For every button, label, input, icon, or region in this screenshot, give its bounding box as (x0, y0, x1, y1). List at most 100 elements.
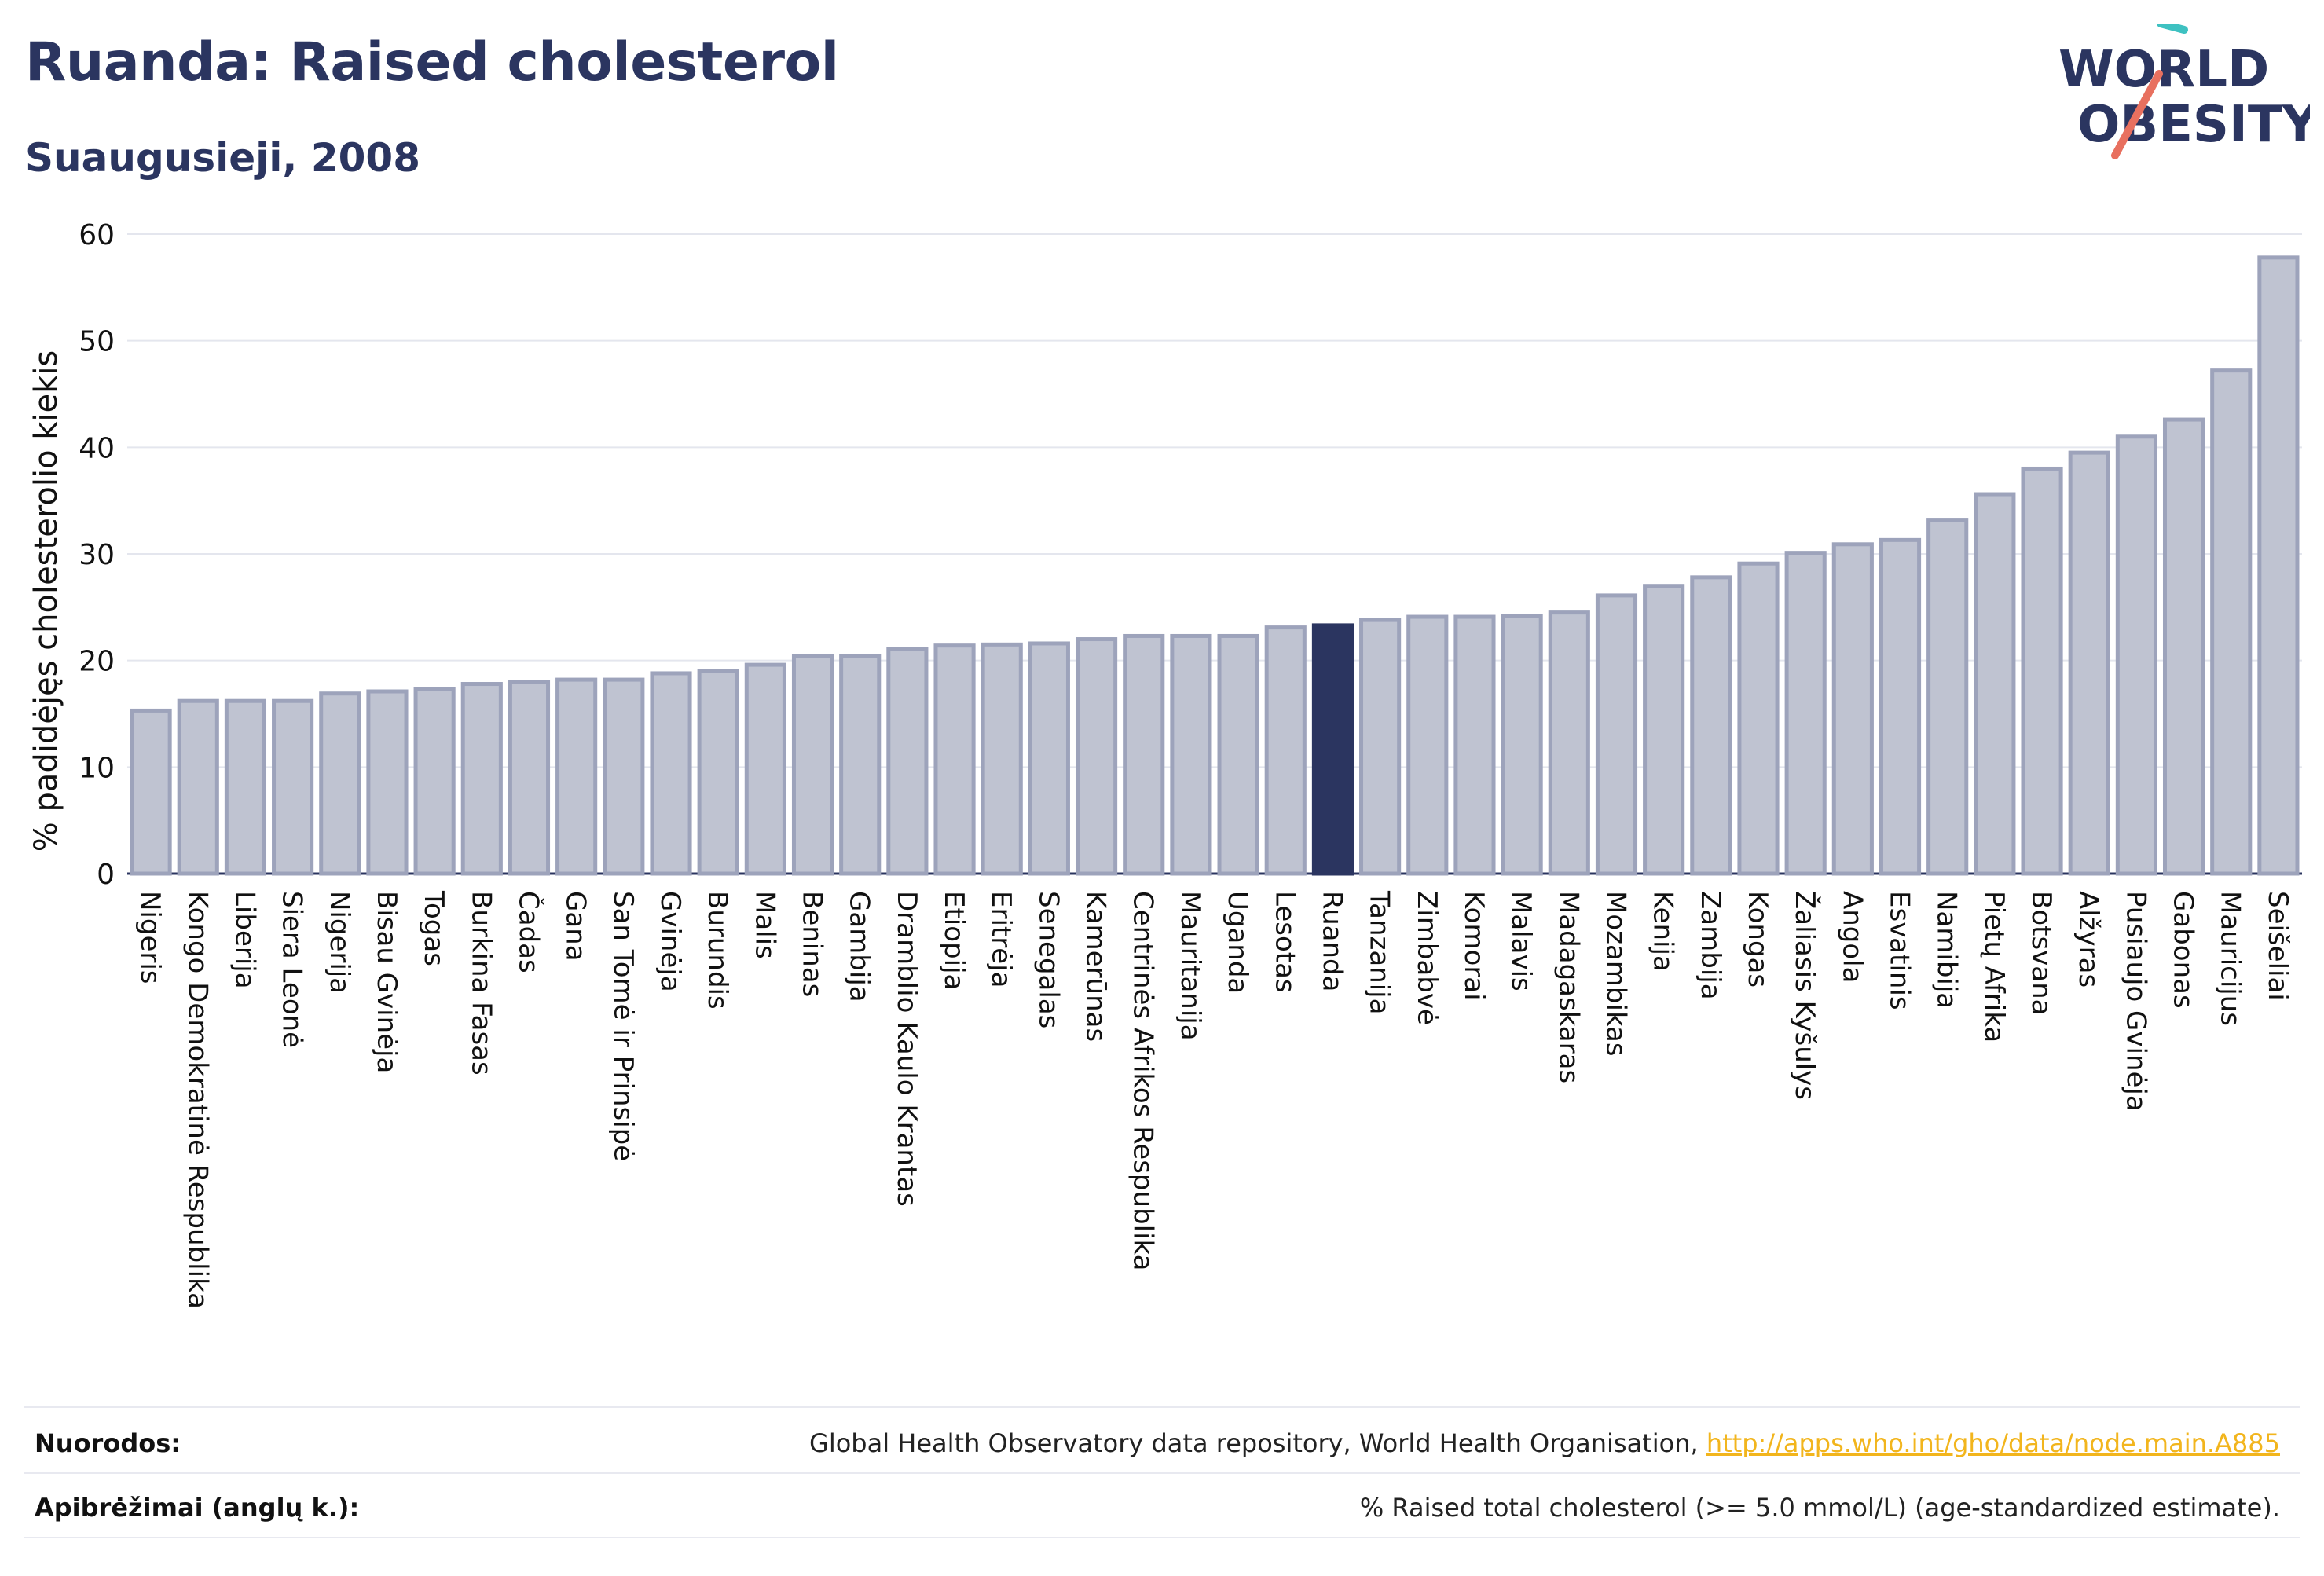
x-tick-label: Namibija (1931, 891, 1963, 1009)
bar (839, 654, 882, 876)
x-tick-label: Angola (1836, 891, 1868, 983)
bar (886, 647, 929, 876)
bar (1643, 584, 1685, 876)
bar (319, 691, 361, 876)
x-tick-label: Seišeliai (2262, 891, 2293, 1001)
x-tick-label: Pietų Afrika (1978, 891, 2010, 1043)
footer-definitions-row: Apibrėžimai (anglų k.): % Raised total c… (35, 1488, 2280, 1527)
x-tick-label: Kongo Demokratinė Respublika (181, 891, 213, 1309)
bar (1406, 614, 1449, 876)
x-tick-label: Etiopija (938, 891, 970, 990)
bar (272, 698, 314, 876)
x-tick-label: Madagaskaras (1552, 891, 1584, 1083)
bar (460, 682, 503, 876)
x-tick-label: Tanzanija (1364, 890, 1395, 1014)
page-subtitle: Suaugusieji, 2008 (25, 135, 420, 181)
x-tick-label: Gambija (844, 891, 875, 1002)
bar (933, 643, 976, 876)
bar (1217, 633, 1259, 876)
x-tick-label: Nigeris (134, 891, 166, 984)
y-axis-label: % padidėjęs cholesterolio kiekis (28, 350, 64, 852)
x-tick-label: Zimbabvė (1411, 891, 1442, 1025)
bar-highlighted (1311, 623, 1354, 876)
bar (1879, 537, 1922, 876)
x-tick-label: Bisau Gvinėja (371, 891, 402, 1073)
bar (1784, 551, 1827, 876)
bar (366, 689, 409, 876)
bar (555, 677, 598, 876)
x-tick-label: Esvatinis (1884, 891, 1915, 1010)
bar (2021, 466, 2063, 876)
x-tick-label: Dramblio Kaulo Krantas (891, 891, 922, 1207)
bars (130, 255, 2300, 876)
x-tick-label: Lesotas (1269, 891, 1300, 993)
x-tick-label: Uganda (1222, 891, 1253, 994)
bar-chart: 0 10 20 30 40 50 60 Nigeris Kongo Demokratinė R… (28, 219, 2302, 1309)
x-tick-label: Botsvana (2025, 891, 2057, 1016)
x-tick-label: Gana (560, 891, 592, 962)
bar (508, 680, 551, 876)
bar (1831, 542, 1874, 876)
y-tick-label: 40 (79, 432, 115, 464)
bar (1359, 618, 1402, 876)
logo-coral-stroke (2111, 70, 2163, 159)
footer-divider-top (24, 1406, 2300, 1408)
page-title: Ruanda: Raised cholesterol (25, 31, 839, 93)
x-tick-label: Eritrėja (985, 891, 1017, 988)
bar (1974, 492, 2016, 876)
bar (1075, 637, 1118, 876)
bar (2257, 255, 2300, 876)
bar (2162, 417, 2205, 876)
x-tick-label: Malavis (1505, 891, 1537, 991)
bar (224, 698, 267, 876)
x-tick-label: Čadas (512, 891, 544, 973)
bar (1170, 633, 1212, 876)
bar (1595, 593, 1638, 876)
x-tick-label: Gvinėja (654, 891, 686, 992)
x-tick-label: San Tomė ir Prinsipė (607, 891, 639, 1161)
references-text: Global Health Observatory data repositor… (809, 1428, 1706, 1458)
footer-references-row: Nuorodos: Global Health Observatory data… (35, 1424, 2280, 1463)
bar (697, 669, 739, 876)
x-tick-label: Beninas (797, 891, 828, 997)
y-tick-label: 60 (79, 219, 115, 251)
bar (413, 687, 456, 876)
bar (1501, 614, 1543, 876)
x-tick-label: Liberija (229, 891, 260, 989)
bar (2068, 450, 2110, 876)
references-link[interactable]: http://apps.who.int/gho/data/node.main.A… (1706, 1428, 2280, 1458)
bar (130, 708, 172, 876)
x-tick-label: Togas (418, 890, 449, 966)
x-tick-label: Centrinės Afrikos Respublika (1127, 891, 1159, 1270)
bar (2210, 368, 2253, 876)
x-tick-label: Burundis (702, 891, 733, 1010)
bar (1926, 518, 1969, 876)
x-tick-label: Mozambikas (1600, 891, 1631, 1057)
bar (1737, 561, 1780, 876)
x-tick-label: Zambija (1695, 891, 1726, 1000)
bar (1123, 633, 1165, 876)
footer-divider-bottom (24, 1537, 2300, 1538)
bar (177, 698, 219, 876)
y-tick-label: 0 (97, 859, 115, 891)
definitions-label: Apibrėžimai (anglų k.): (35, 1493, 360, 1523)
references-label: Nuorodos: (35, 1428, 181, 1458)
x-tick-label: Kamerūnas (1080, 891, 1112, 1042)
x-tick-label: Alžyras (2073, 891, 2104, 988)
bar (1548, 610, 1590, 876)
bar (1453, 614, 1496, 876)
logo-line1: WORLD (2058, 41, 2269, 99)
footer-divider-middle (24, 1472, 2300, 1474)
y-tick-label: 30 (79, 539, 115, 571)
bar (981, 642, 1023, 876)
world-obesity-logo: WORLD OBESITY (2058, 24, 2310, 159)
y-tick-label: 10 (79, 752, 115, 784)
y-tick-label: 50 (79, 326, 115, 358)
y-tick-label: 20 (79, 646, 115, 678)
bar (744, 662, 786, 876)
x-tick-label: Žaliasis Kyšulys (1789, 891, 1821, 1100)
x-tick-label: Burkina Fasas (465, 891, 497, 1076)
bar (1264, 625, 1307, 876)
x-tick-label: Komorai (1458, 891, 1490, 1001)
x-tick-label: Mauricijus (2215, 891, 2246, 1026)
